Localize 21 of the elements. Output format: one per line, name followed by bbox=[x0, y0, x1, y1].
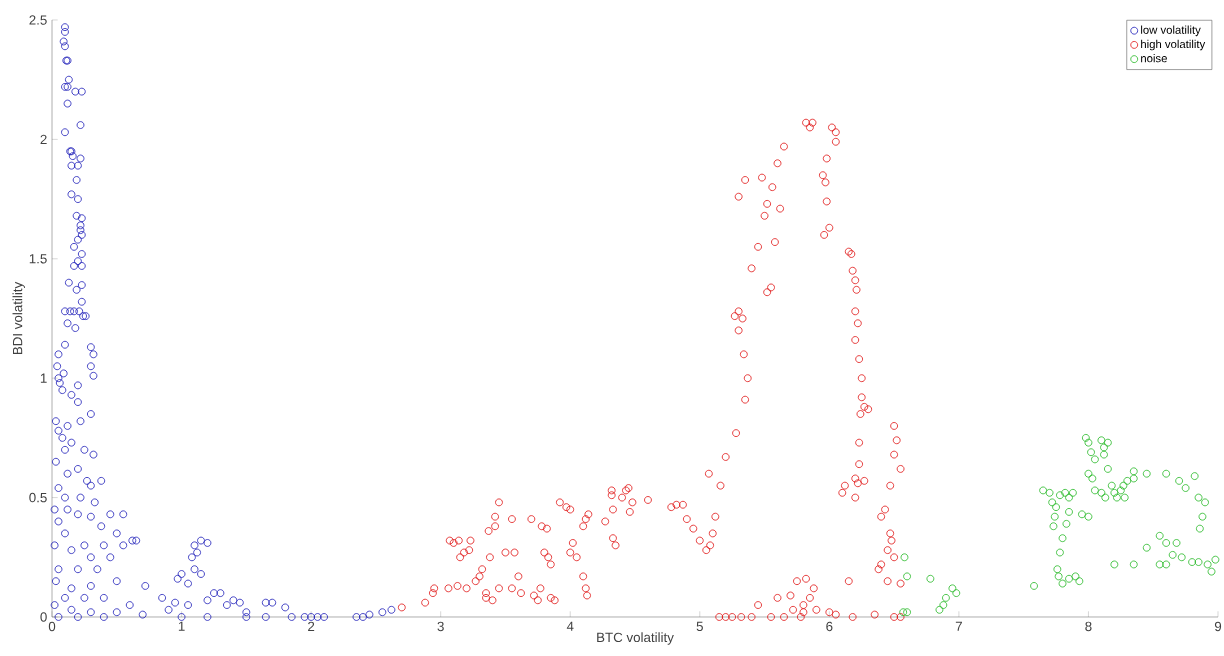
x-tick-label: 3 bbox=[437, 621, 444, 632]
legend-label: noise bbox=[1141, 54, 1167, 63]
y-tick-label: 2 bbox=[40, 134, 47, 145]
legend-label: low volatility bbox=[1141, 25, 1201, 37]
x-tick-label: 6 bbox=[826, 621, 833, 632]
x-tick-label: 5 bbox=[696, 621, 703, 631]
x-tick-label: 9 bbox=[1214, 621, 1222, 632]
x-tick-label: 4 bbox=[566, 621, 574, 631]
y-tick-label: 2.5 bbox=[29, 15, 47, 25]
y-tick-label: 1 bbox=[40, 373, 47, 383]
y-axis-title: BDI volatility bbox=[12, 281, 25, 355]
x-tick-label: 2 bbox=[308, 621, 315, 631]
x-tick-label: 0 bbox=[48, 621, 56, 632]
legend-label: high volatility bbox=[1141, 39, 1206, 51]
y-tick-label: 0.5 bbox=[29, 492, 47, 503]
x-tick-label: 8 bbox=[1085, 621, 1092, 632]
x-tick-label: 1 bbox=[178, 621, 185, 631]
x-axis-title: BTC volatility bbox=[597, 632, 674, 645]
y-tick-label: 1.5 bbox=[29, 254, 47, 264]
y-tick-label: 0 bbox=[40, 612, 47, 622]
x-tick-label: 7 bbox=[955, 621, 962, 631]
